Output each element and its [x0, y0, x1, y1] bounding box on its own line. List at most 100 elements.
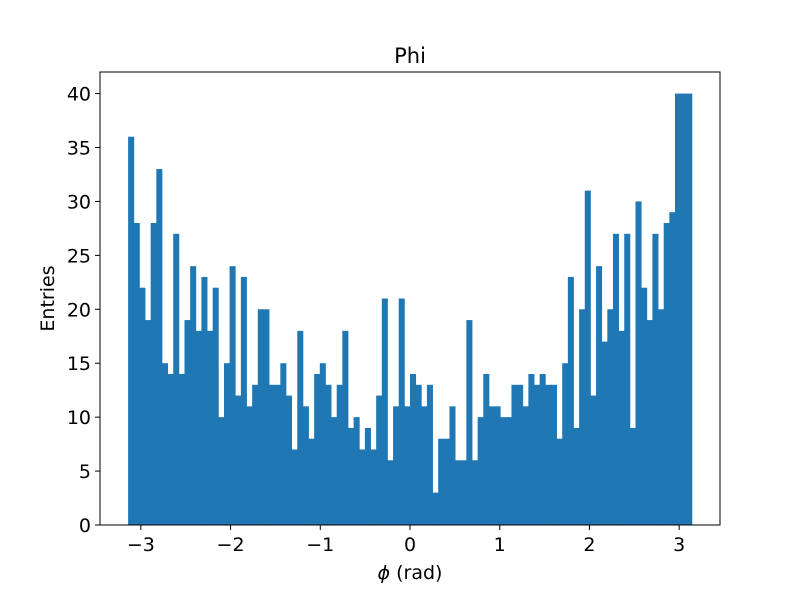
histogram-bar: [263, 309, 270, 525]
histogram-bar: [145, 320, 152, 525]
histogram-bar: [629, 427, 636, 525]
histogram-bar: [297, 330, 304, 525]
histogram-bar: [545, 384, 552, 525]
histogram-bar: [641, 287, 648, 525]
y-tick-label: 25: [67, 245, 91, 267]
histogram-bar: [426, 384, 433, 525]
histogram-bar: [128, 136, 135, 525]
histogram-bar: [612, 233, 619, 526]
histogram-bar: [308, 438, 315, 525]
x-tick-label: −2: [217, 534, 245, 556]
histogram-bar: [235, 395, 242, 525]
histogram-bar: [342, 330, 349, 525]
chart-title: Phi: [394, 44, 426, 68]
x-axis-label-unit: (rad): [390, 562, 442, 584]
histogram-bar: [178, 374, 185, 525]
histogram-bar: [674, 93, 682, 526]
histogram-bar: [218, 417, 225, 525]
histogram-bar: [624, 233, 631, 526]
histogram-bar: [455, 460, 462, 525]
histogram-bar: [302, 406, 309, 525]
histogram-bar: [477, 417, 484, 525]
histogram-bar: [528, 374, 535, 525]
histogram-bar: [556, 438, 563, 525]
histogram-bar: [590, 395, 597, 525]
y-tick-label: 20: [67, 299, 91, 321]
x-axis-label-symbol: ϕ: [378, 562, 391, 584]
histogram-bar: [449, 406, 456, 525]
histogram-bar: [376, 395, 383, 525]
histogram-bar: [658, 309, 665, 525]
x-tick-label: 2: [583, 534, 595, 556]
histogram-bar: [207, 330, 214, 525]
histogram-bar: [240, 276, 247, 525]
histogram-bar: [601, 341, 608, 525]
histogram-bar: [364, 427, 371, 525]
histogram-bar: [331, 417, 338, 525]
bars-group: [128, 93, 693, 526]
histogram-bar: [223, 363, 230, 525]
histogram-bar: [190, 266, 197, 525]
y-tick-label: 10: [67, 407, 91, 429]
histogram-bar: [505, 417, 512, 525]
y-tick-label: 35: [67, 138, 91, 160]
histogram-bar: [212, 287, 219, 525]
histogram-bar: [669, 212, 676, 525]
histogram-bar: [432, 492, 439, 525]
histogram-bar: [257, 309, 264, 525]
x-tick-label: 1: [494, 534, 506, 556]
histogram-bar: [534, 384, 541, 525]
x-tick-label: 3: [673, 534, 685, 556]
histogram-bar: [201, 276, 208, 525]
histogram-bar: [550, 384, 557, 525]
histogram-bar: [398, 298, 405, 525]
histogram-bar: [133, 223, 140, 525]
histogram-bar: [387, 460, 394, 525]
histogram-bar: [562, 363, 569, 525]
histogram-bar: [584, 190, 591, 525]
histogram-bar: [443, 438, 450, 525]
histogram-bar: [466, 320, 473, 525]
y-tick-label: 5: [79, 461, 91, 483]
histogram-bar: [483, 374, 490, 525]
histogram-bar: [438, 438, 445, 525]
x-axis-ticks: −3 −2 −1 0 1 2 3: [127, 525, 685, 556]
histogram-bar: [539, 374, 546, 525]
histogram-bar: [353, 417, 360, 525]
histogram-bar: [618, 330, 625, 525]
histogram-bar: [511, 384, 518, 525]
histogram-bar: [161, 363, 168, 525]
histogram-bar: [680, 93, 687, 526]
histogram-bar: [252, 384, 259, 525]
histogram-bar: [663, 223, 670, 525]
histogram-bar: [325, 384, 332, 525]
histogram-bar: [404, 406, 411, 525]
histogram-bar: [472, 460, 479, 525]
histogram-bar: [195, 330, 202, 525]
x-tick-label: 0: [404, 534, 416, 556]
histogram-bar: [229, 266, 236, 525]
histogram-bar: [596, 266, 603, 525]
histogram-bar: [381, 298, 388, 525]
histogram-bar: [652, 233, 659, 526]
histogram-bar: [494, 406, 501, 525]
y-axis-label: Entries: [37, 265, 59, 331]
histogram-bar: [517, 384, 524, 525]
histogram-bar: [347, 427, 355, 525]
histogram-bar: [410, 374, 417, 525]
histogram-bar: [522, 406, 529, 525]
x-tick-label: −1: [306, 534, 334, 556]
y-axis-ticks: 0 5 10 15 20 25 30 35 40: [67, 84, 100, 537]
histogram-bar: [139, 287, 146, 525]
histogram-bar: [291, 449, 298, 525]
histogram-bar: [246, 406, 253, 525]
histogram-bar: [173, 233, 180, 526]
histogram-bar: [607, 309, 614, 525]
x-tick-label: −3: [127, 534, 155, 556]
histogram-bar: [156, 169, 163, 526]
histogram-bar: [269, 384, 276, 525]
histogram-bar: [488, 406, 495, 525]
histogram-bar: [686, 93, 693, 526]
histogram-bar: [280, 363, 287, 525]
histogram-bar: [314, 374, 321, 525]
